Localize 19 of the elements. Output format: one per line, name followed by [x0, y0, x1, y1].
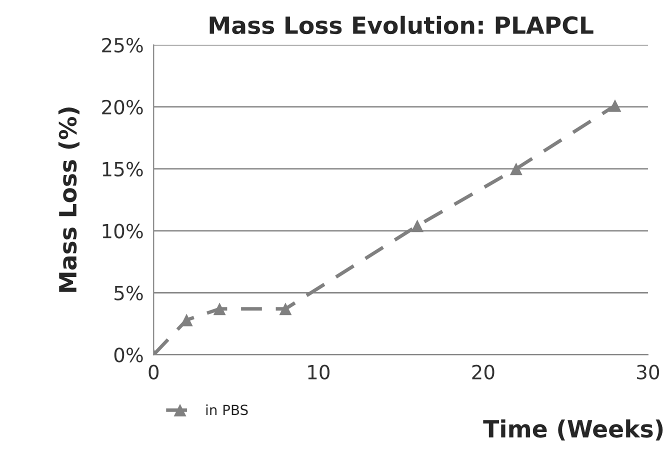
point: [213, 302, 226, 316]
x-tick-label: 30: [637, 364, 660, 380]
x-tick-label: 20: [472, 364, 494, 380]
point: [411, 220, 424, 232]
y-tick-label: 0%: [114, 348, 143, 362]
legend-label: in PBS: [206, 404, 248, 416]
y-tick-label: 10%: [102, 224, 143, 238]
y-tick-label: 5%: [114, 286, 143, 300]
chart-title: Mass Loss Evolution: PLAPCL: [210, 16, 594, 34]
x-tick-label: 0: [148, 364, 159, 380]
x-tick-label: 10: [308, 364, 330, 380]
point: [608, 99, 622, 112]
x-axis-title: Time (Weeks): [483, 419, 663, 440]
y-axis-title: Mass Loss (%): [58, 108, 80, 292]
point: [279, 302, 292, 316]
y-tick-label: 25%: [102, 38, 143, 53]
y-tick-label: 15%: [102, 162, 143, 176]
point: [510, 162, 522, 176]
y-tick-label: 20%: [102, 100, 143, 115]
